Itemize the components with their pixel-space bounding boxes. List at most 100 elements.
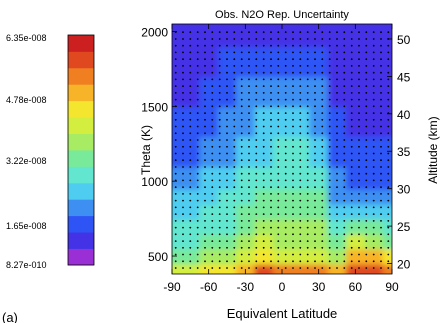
grid-dot <box>306 78 309 81</box>
grid-dot <box>226 226 228 229</box>
grid-dot <box>350 118 353 121</box>
grid-dot <box>299 220 302 222</box>
heatmap-cell <box>236 136 256 168</box>
grid-dot <box>240 267 243 269</box>
grid-dot <box>204 145 206 148</box>
grid-dot <box>270 71 272 74</box>
grid-dot <box>218 233 221 236</box>
grid-dot <box>189 139 192 141</box>
grid-dot <box>174 226 177 229</box>
grid-dot <box>284 145 287 148</box>
grid-dot <box>226 159 228 162</box>
grid-dot <box>226 240 228 243</box>
grid-dot <box>292 58 294 61</box>
grid-dot <box>240 132 243 135</box>
grid-dot <box>211 226 214 229</box>
grid-dot <box>358 206 360 209</box>
grid-dot <box>204 78 206 81</box>
grid-dot <box>277 246 280 249</box>
grid-dot <box>248 166 250 168</box>
grid-dot <box>211 112 214 114</box>
grid-dot <box>189 240 192 243</box>
grid-dot <box>321 112 324 114</box>
grid-dot <box>292 139 294 141</box>
grid-dot <box>292 44 294 47</box>
heatmap-cell <box>172 106 183 138</box>
grid-dot <box>306 220 309 222</box>
grid-dot <box>306 179 309 182</box>
grid-dot <box>314 58 316 61</box>
grid-dot <box>226 193 228 195</box>
grid-dot <box>277 78 280 81</box>
grid-dot <box>218 92 221 94</box>
grid-dot <box>306 226 309 229</box>
grid-dot <box>336 246 338 249</box>
grid-dot <box>174 71 177 74</box>
grid-dot <box>336 159 338 162</box>
colorbar-bands <box>68 35 94 266</box>
grid-dot <box>358 226 360 229</box>
grid-dot <box>218 58 221 61</box>
grid-dot <box>350 206 353 209</box>
grid-dot <box>277 179 280 182</box>
grid-dot <box>358 253 360 256</box>
grid-dot <box>350 226 353 229</box>
grid-dot <box>204 58 206 61</box>
grid-dot <box>226 98 228 101</box>
grid-dot <box>233 118 236 121</box>
grid-dot <box>306 233 309 236</box>
grid-dot <box>255 85 258 87</box>
grid-dot <box>218 172 221 175</box>
grid-dot <box>262 105 265 108</box>
grid-dot <box>262 65 265 67</box>
grid-dot <box>336 226 338 229</box>
grid-dot <box>358 51 360 54</box>
grid-dot <box>211 172 214 175</box>
grid-dot <box>226 51 228 54</box>
heatmap-cell <box>254 188 274 205</box>
grid-dot <box>248 152 250 155</box>
y-right-axis-ticks: 20 25 30 35 40 45 50 <box>387 33 411 272</box>
grid-dot <box>174 220 177 222</box>
grid-dot <box>284 85 287 87</box>
grid-dot <box>328 186 331 189</box>
grid-dot <box>174 152 177 155</box>
grid-dot <box>240 246 243 249</box>
grid-dot <box>240 220 243 222</box>
grid-dot <box>328 240 331 243</box>
grid-dot <box>292 112 294 114</box>
heatmap-cell <box>327 248 348 265</box>
grid-dot <box>365 105 368 108</box>
heatmap-cell <box>364 24 384 48</box>
grid-dot <box>204 139 206 141</box>
grid-dot <box>328 105 331 108</box>
grid-dot <box>218 193 221 195</box>
grid-dot <box>321 267 324 269</box>
grid-dot <box>270 118 272 121</box>
grid-dot <box>380 132 382 135</box>
grid-dot <box>255 240 258 243</box>
grid-dot <box>284 220 287 222</box>
grid-dot <box>387 78 390 81</box>
grid-dot <box>262 98 265 101</box>
grid-dot <box>372 179 375 182</box>
grid-dot <box>182 105 184 108</box>
grid-dot <box>248 226 250 229</box>
heatmap-cell <box>217 166 238 190</box>
grid-dot <box>218 71 221 74</box>
colorbar-band <box>68 166 94 184</box>
grid-dot <box>240 240 243 243</box>
grid-dot <box>380 71 382 74</box>
grid-dot <box>174 78 177 81</box>
grid-dot <box>380 179 382 182</box>
grid-dot <box>218 78 221 81</box>
y-left-tick-label: 1000 <box>141 175 168 189</box>
grid-dot <box>248 220 250 222</box>
grid-dot <box>284 186 287 189</box>
grid-dot <box>189 267 192 269</box>
grid-dot <box>328 118 331 121</box>
grid-dot <box>196 38 199 40</box>
grid-dot <box>380 159 382 162</box>
grid-dot <box>321 233 324 236</box>
grid-dot <box>328 125 331 128</box>
